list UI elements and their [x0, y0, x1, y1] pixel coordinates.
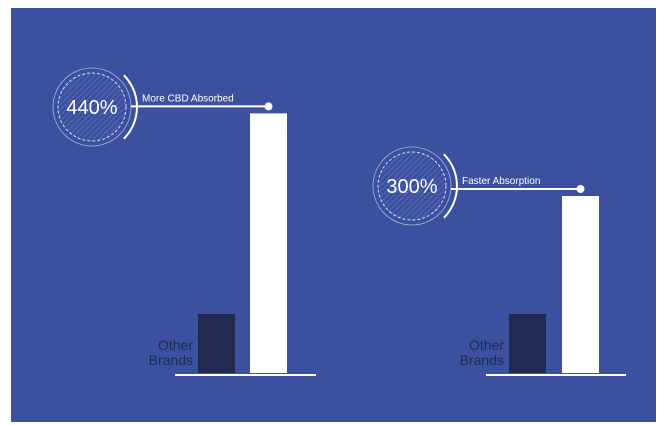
callout-dot — [264, 102, 273, 111]
callout-dot — [576, 185, 585, 193]
badge-value: 440% — [66, 97, 117, 119]
percent-badge: 300% — [372, 146, 458, 226]
callout-label: More CBD Absorbed — [142, 93, 234, 104]
badge-value: 300% — [386, 176, 437, 198]
badge-ring-dashed — [57, 72, 127, 142]
other-brands-bar — [509, 314, 546, 373]
other-brands-label-line-2: Brands — [460, 352, 504, 368]
product-bar — [562, 196, 599, 373]
badge-arc — [443, 153, 458, 219]
chart-2: Other Brands 300% Faster Absorption — [372, 146, 626, 376]
other-brands-bar — [198, 314, 235, 373]
other-brands-label-line-2: Brands — [149, 352, 193, 368]
percent-badge: 440% — [52, 67, 138, 147]
badge-hatch — [58, 73, 126, 141]
other-brands-label: Other Brands — [460, 337, 505, 368]
other-brands-label: Other Brands — [149, 337, 194, 368]
badge-hatch — [378, 152, 446, 220]
infographic-panel — [11, 8, 656, 422]
other-brands-label-line-1: Other — [158, 337, 193, 353]
product-bar — [250, 113, 287, 374]
callout-label: Faster Absorption — [462, 176, 540, 187]
other-brands-label-line-1: Other — [469, 337, 504, 353]
badge-ring-outer — [372, 146, 452, 226]
badge-ring-dashed — [377, 151, 447, 221]
chart-1: Other Brands 440% More CBD Absorbed — [52, 67, 316, 376]
